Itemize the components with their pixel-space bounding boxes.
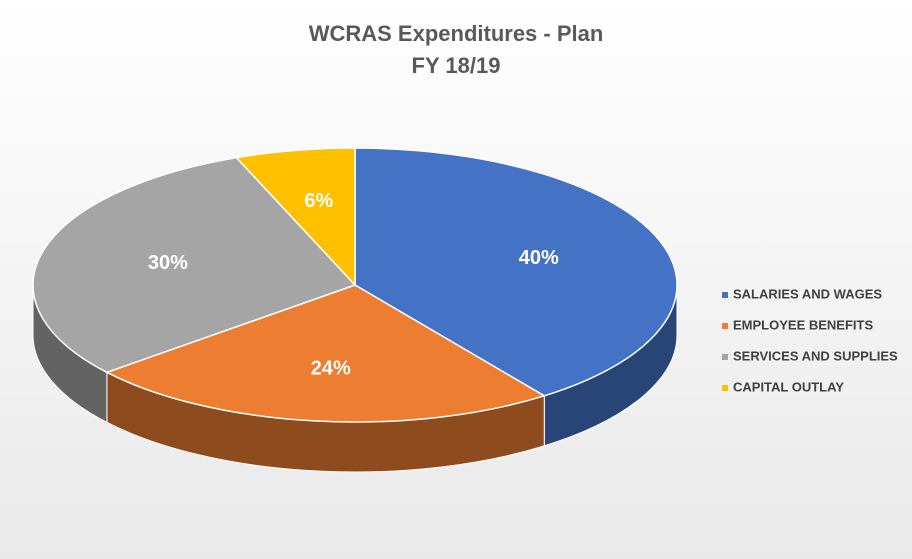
chart-subtitle: FY 18/19	[412, 53, 501, 78]
legend-item: SERVICES AND SUPPLIES	[722, 348, 898, 363]
legend-swatch	[722, 292, 728, 298]
legend-item: CAPITAL OUTLAY	[722, 379, 844, 394]
legend-label: CAPITAL OUTLAY	[733, 379, 844, 394]
pie-slice	[234, 147, 356, 287]
legend-swatch	[722, 354, 728, 360]
legend-item: SALARIES AND WAGES	[722, 286, 882, 301]
legend-label: SALARIES AND WAGES	[733, 286, 882, 301]
data-label: 40%	[519, 247, 559, 269]
data-label: 30%	[148, 252, 188, 274]
legend-item: EMPLOYEE BENEFITS	[722, 317, 873, 332]
pie-slice	[32, 156, 357, 374]
pie-slice	[104, 284, 547, 423]
pie-slice	[354, 147, 678, 397]
legend-swatch	[722, 323, 728, 329]
legend-label: EMPLOYEE BENEFITS	[733, 317, 873, 332]
data-label: 6%	[304, 190, 333, 212]
legend-swatch	[722, 385, 728, 391]
legend-label: SERVICES AND SUPPLIES	[733, 348, 898, 363]
data-label: 24%	[311, 358, 351, 380]
chart-title: WCRAS Expenditures - Plan	[309, 21, 604, 46]
